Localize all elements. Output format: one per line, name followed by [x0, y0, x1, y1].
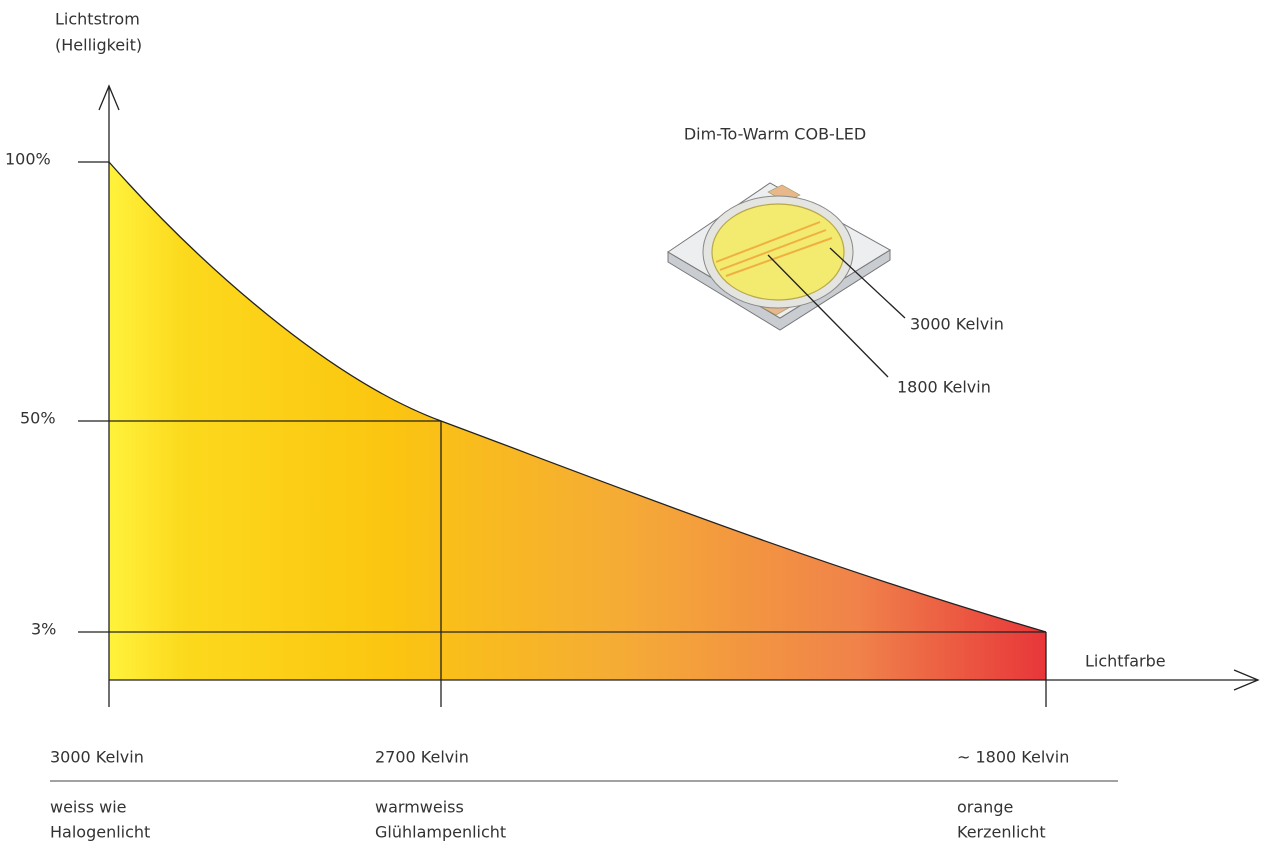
kelvin-label: 2700 Kelvin	[375, 748, 469, 767]
brightness-area	[109, 162, 1046, 680]
led-illustration	[667, 182, 906, 378]
y-label: 3%	[31, 620, 56, 639]
y-arrow	[98, 84, 120, 111]
y-axis-title: (Helligkeit)	[55, 36, 142, 55]
x-arrow	[1233, 669, 1260, 691]
y-label: 100%	[5, 150, 51, 169]
brightness-curve	[108, 161, 1047, 633]
description: weiss wie	[50, 798, 127, 817]
description: orange	[957, 798, 1013, 817]
led-title: Dim-To-Warm COB-LED	[684, 125, 866, 144]
description: Kerzenlicht	[957, 823, 1046, 842]
x-axis-title: Lichtfarbe	[1085, 652, 1166, 671]
y-label: 50%	[20, 409, 56, 428]
description: warmweiss	[375, 798, 464, 817]
led-label: 3000 Kelvin	[910, 315, 1004, 334]
description: Halogenlicht	[50, 823, 150, 842]
y-axis-title: Lichtstrom	[55, 10, 140, 29]
kelvin-label: ~ 1800 Kelvin	[957, 748, 1069, 767]
description: Glühlampenlicht	[375, 823, 506, 842]
kelvin-label: 3000 Kelvin	[50, 748, 144, 767]
led-label: 1800 Kelvin	[897, 378, 991, 397]
